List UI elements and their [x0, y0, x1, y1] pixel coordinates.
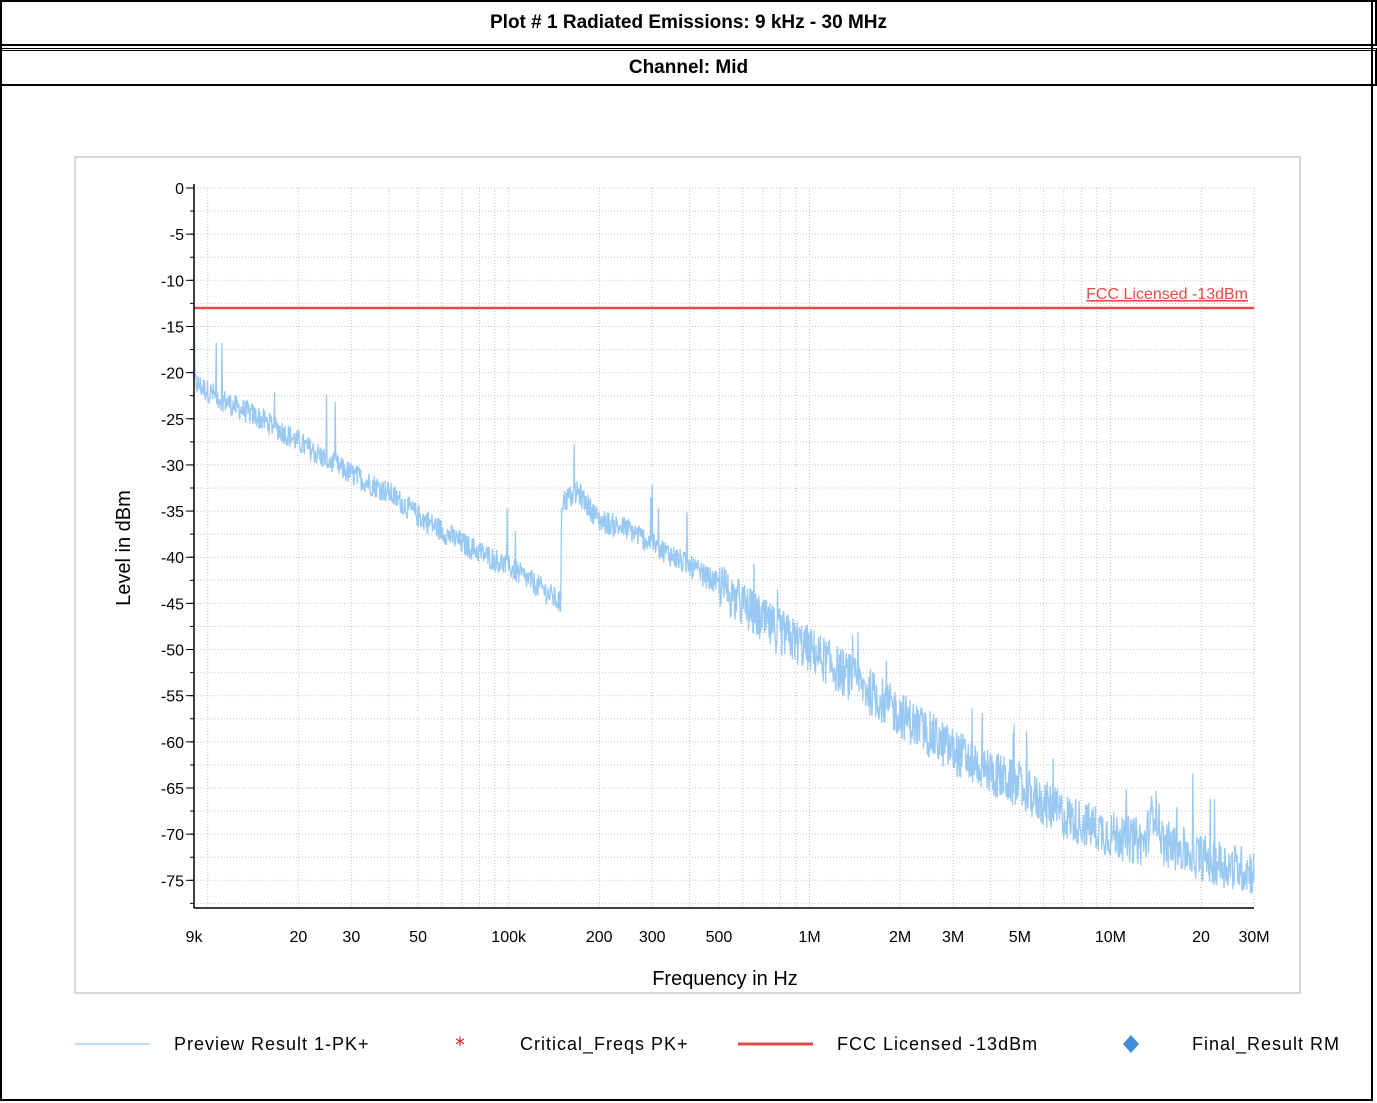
axes: 0 -5 -10 -15 -20 -25 -30 -35 -40 -45 -50 -55 -60 -65 -… [161, 181, 1270, 946]
y-tick-label: -50 [161, 643, 184, 660]
y-tick-label: -60 [161, 735, 184, 752]
x-tick-label: 20 [1192, 929, 1210, 946]
y-tick-label: -25 [161, 412, 184, 429]
asterisk-icon: * [455, 1033, 465, 1057]
x-tick-label: 300 [639, 929, 666, 946]
y-tick-label: -30 [161, 458, 184, 475]
x-tick-label: 5M [1009, 929, 1031, 946]
y-tick-label: -65 [161, 781, 184, 798]
x-tick-label: 1M [798, 929, 820, 946]
legend-label-final: Final_Result RM [1192, 1034, 1341, 1054]
y-tick-label: -45 [161, 596, 184, 613]
series-layer [193, 306, 1255, 894]
x-tick-label: 200 [586, 929, 613, 946]
legend-label-critical: Critical_Freqs PK+ [520, 1034, 689, 1054]
x-tick-label: 20 [289, 929, 307, 946]
x-tick-label: 500 [706, 929, 733, 946]
y-tick-label: -70 [161, 827, 184, 844]
x-tick-label: 100k [491, 929, 527, 946]
y-tick-label: -20 [161, 366, 184, 383]
diamond-icon [1123, 1035, 1139, 1053]
legend-label-preview: Preview Result 1-PK+ [174, 1034, 370, 1054]
y-tick-label: 0 [175, 181, 184, 198]
legend: * [75, 1033, 1139, 1057]
y-tick-label: -35 [161, 504, 184, 521]
x-axis-title: Frequency in Hz [652, 968, 798, 990]
x-tick-label: 9k [186, 929, 204, 946]
y-tick-label: -40 [161, 550, 184, 567]
y-tick-label: -75 [161, 873, 184, 890]
y-tick-label: -55 [161, 689, 184, 706]
x-tick-label: 30 [342, 929, 360, 946]
legend-label-fcc: FCC Licensed -13dBm [837, 1034, 1039, 1054]
y-tick-label: -10 [161, 273, 184, 290]
series-preview-line [193, 326, 1255, 894]
limit-line-label: FCC Licensed -13dBm [1086, 286, 1248, 303]
x-tick-label: 3M [942, 929, 964, 946]
x-tick-label: 30M [1238, 929, 1269, 946]
y-tick-label: -15 [161, 319, 184, 336]
y-axis-title: Level in dBm [113, 490, 135, 606]
x-tick-label: 10M [1095, 929, 1126, 946]
y-tick-label: -5 [170, 227, 184, 244]
chart-panel [74, 156, 1301, 994]
x-tick-label: 50 [409, 929, 427, 946]
x-tick-label: 2M [889, 929, 911, 946]
